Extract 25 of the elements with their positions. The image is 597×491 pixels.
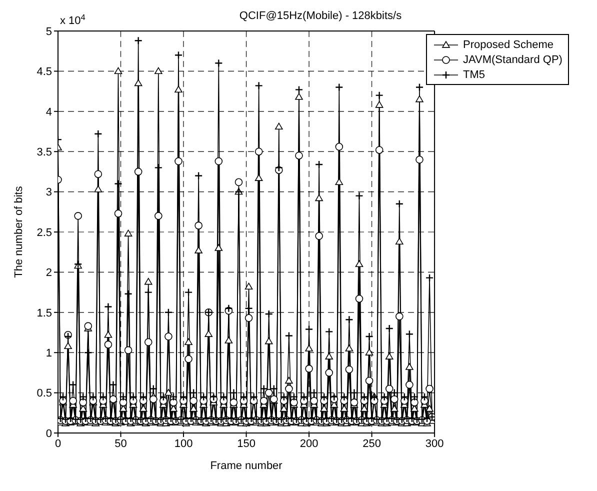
y-tick-label: 0.5 [36,388,52,400]
x-tick-label: 250 [362,438,381,450]
y-tick-label: 1.5 [36,307,52,320]
x-tick-label: 150 [237,438,256,450]
x-tick-label: 200 [300,438,318,450]
x-tick-label: 50 [114,438,127,450]
x-tick-label: 300 [425,438,444,450]
legend-label: Proposed Scheme [463,38,554,50]
text: x 10$^{4}$ [60,12,86,27]
y-tick-label: 5 [46,26,52,38]
y-tick-label: 4.5 [36,66,52,78]
y-tick-label: 3 [46,186,52,199]
legend-label: JAVM(Standard QP) [463,54,562,66]
x-tick-label: 0 [54,438,62,450]
chart-title: QCIF@15Hz(Mobile) - 128kbits/s [239,10,402,22]
y-tick-label: 0 [46,428,52,440]
legend-label: TM5 [463,68,485,80]
x-tick-label: 100 [174,438,193,450]
y-axis-title: The number of bits [12,186,25,278]
y-tick-label: 3.5 [36,146,52,159]
y-tick-label: 2 [46,267,52,280]
y-tick-label: 2.5 [36,226,52,239]
y-tick-label: 4 [46,106,52,118]
y-tick-label: 1 [46,348,52,360]
x-axis-title: Frame number [210,460,283,472]
